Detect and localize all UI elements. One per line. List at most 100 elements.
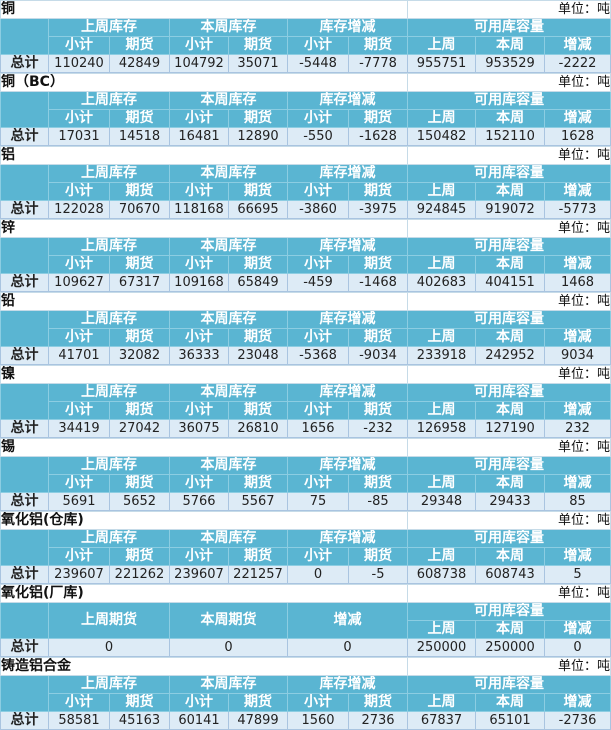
hd-row: 上周库存 本周库存 库存增减 可用库容量 bbox=[0, 529, 611, 566]
section-table: 铝单位：吨 上周库存 本周库存 库存增减 可用库容量 小计 期货 小计 期货 小计 期货 上周 本周 增减… bbox=[0, 146, 611, 219]
header-change: 库存增减 bbox=[286, 383, 409, 402]
section-table: 铜（BC） 单位：吨 上周库存 本周库存 库存增减 可用库容量 小计 期货 小计 期货 小计 期货 上周… bbox=[0, 73, 611, 146]
value-cell: 75 bbox=[287, 492, 349, 511]
subheader-subtotal: 小计 bbox=[48, 182, 110, 201]
value-cell: -9034 bbox=[347, 346, 409, 365]
subheader-subtotal: 小计 bbox=[287, 109, 349, 128]
hd-row: 上周库存 本周库存 库存增减 可用库容量 bbox=[0, 237, 611, 274]
header-last-stock: 上周库存 bbox=[48, 456, 170, 475]
total-label: 总计 bbox=[0, 711, 49, 730]
value-cell: 118168 bbox=[169, 200, 229, 219]
subheader-subtotal: 小计 bbox=[287, 182, 349, 201]
value-cell: 232 bbox=[544, 419, 611, 438]
row-row: 总计 58581 45163 60141 47899 1560 2736 67837 65101… bbox=[0, 711, 611, 730]
value-cell: -5448 bbox=[287, 54, 349, 73]
subheader-futures: 期货 bbox=[347, 36, 409, 55]
subheader-futures: 期货 bbox=[109, 109, 170, 128]
title-row: 锌单位：吨 bbox=[0, 219, 611, 238]
hd-row: 上周库存 本周库存 库存增减 可用库容量 bbox=[0, 456, 611, 493]
header-this-stock: 本周库存 bbox=[169, 237, 288, 256]
value-cell: 1656 bbox=[287, 419, 349, 438]
hd-row: 上周库存 本周库存 库存增减 可用库容量 bbox=[0, 91, 611, 128]
subheader-futures: 期货 bbox=[347, 547, 409, 566]
value-cell: -459 bbox=[287, 273, 349, 292]
hd-row: 上周库存 本周库存 库存增减 可用库容量 bbox=[0, 18, 611, 55]
section-title: 铜 bbox=[0, 0, 409, 19]
value-cell: 919072 bbox=[475, 200, 546, 219]
header-last-stock: 上周库存 bbox=[48, 237, 170, 256]
subheader-last_week: 上周 bbox=[407, 620, 477, 639]
subheader-subtotal: 小计 bbox=[48, 255, 110, 274]
value-cell: 5567 bbox=[228, 492, 288, 511]
value-cell: 239607 bbox=[169, 565, 229, 584]
section-title: 锌 bbox=[0, 219, 409, 238]
value-cell: 60141 bbox=[169, 711, 229, 730]
value-cell: 65849 bbox=[228, 273, 288, 292]
section-table: 锌单位：吨 上周库存 本周库存 库存增减 可用库容量 小计 期货 小计 期货 小计 期货 上周 本周 增减… bbox=[0, 219, 611, 292]
hd-row: 上周库存 本周库存 库存增减 可用库容量 bbox=[0, 383, 611, 420]
value-cell: -2736 bbox=[544, 711, 611, 730]
value-cell: 85 bbox=[544, 492, 611, 511]
title-row: 铅单位：吨 bbox=[0, 292, 611, 311]
value-cell: 35071 bbox=[228, 54, 288, 73]
section-title: 铅 bbox=[0, 292, 409, 311]
header-change: 库存增减 bbox=[286, 237, 409, 256]
header-delta: 增减 bbox=[286, 602, 409, 639]
header-last-stock: 上周库存 bbox=[48, 529, 170, 548]
section-table: 氧化铝(厂库) 单位：吨 上周期货 本周期货 增减 可用库容量 上周 本周 增减 总计 0 0 0 250… bbox=[0, 584, 611, 657]
subheader-this_week: 本周 bbox=[475, 547, 546, 566]
total-label: 总计 bbox=[0, 419, 49, 438]
value-cell: 66695 bbox=[228, 200, 288, 219]
header-last-stock: 上周库存 bbox=[48, 18, 170, 37]
value-cell: -1628 bbox=[347, 127, 409, 146]
value-cell: 109168 bbox=[169, 273, 229, 292]
subheader-this_week: 本周 bbox=[475, 328, 546, 347]
value-cell: 0 bbox=[544, 638, 611, 657]
corner bbox=[0, 91, 49, 128]
value-cell: 233918 bbox=[407, 346, 477, 365]
value-cell: 608743 bbox=[475, 565, 546, 584]
value-cell: 402683 bbox=[407, 273, 477, 292]
unit-label: 单位：吨 bbox=[407, 365, 611, 384]
subheader-delta: 增减 bbox=[544, 36, 611, 55]
value-cell: 250000 bbox=[475, 638, 546, 657]
value-cell: 955751 bbox=[407, 54, 477, 73]
subheader-subtotal: 小计 bbox=[169, 109, 229, 128]
total-label: 总计 bbox=[0, 346, 49, 365]
subheader-this_week: 本周 bbox=[475, 36, 546, 55]
subheader-futures: 期货 bbox=[228, 693, 288, 712]
value-cell: -1468 bbox=[347, 273, 409, 292]
subheader-futures: 期货 bbox=[347, 109, 409, 128]
corner bbox=[0, 164, 49, 201]
subheader-this_week: 本周 bbox=[475, 693, 546, 712]
value-cell: 70670 bbox=[109, 200, 170, 219]
section-table: 铸造铝合金 单位：吨 上周库存 本周库存 库存增减 可用库容量 小计 期货 小计 期货 小计 期货 上周… bbox=[0, 657, 611, 730]
subheader-futures: 期货 bbox=[228, 36, 288, 55]
row-row: 总计 5691 5652 5766 5567 75 -85 29348 29433 85 bbox=[0, 492, 611, 511]
value-cell: 150482 bbox=[407, 127, 477, 146]
subheader-futures: 期货 bbox=[228, 328, 288, 347]
subheader-futures: 期货 bbox=[228, 255, 288, 274]
hd-row: 小计 期货 小计 期货 小计 期货 上周 本周 增减 bbox=[1, 255, 611, 274]
subheader-futures: 期货 bbox=[347, 328, 409, 347]
unit-label: 单位：吨 bbox=[407, 584, 611, 603]
value-cell: 5 bbox=[544, 565, 611, 584]
corner bbox=[0, 237, 49, 274]
subheader-subtotal: 小计 bbox=[287, 693, 349, 712]
header-capacity: 可用库容量 bbox=[407, 456, 611, 475]
value-cell: 14518 bbox=[109, 127, 170, 146]
value-cell: 45163 bbox=[109, 711, 170, 730]
header-capacity: 可用库容量 bbox=[407, 237, 611, 256]
hd-row: 小计 期货 小计 期货 小计 期货 上周 本周 增减 bbox=[1, 693, 611, 712]
value-cell: 12890 bbox=[228, 127, 288, 146]
value-cell: 127190 bbox=[475, 419, 546, 438]
value-cell: 36333 bbox=[169, 346, 229, 365]
section-title: 铜（BC） bbox=[0, 73, 409, 92]
subheader-last_week: 上周 bbox=[407, 401, 477, 420]
title-row: 铝单位：吨 bbox=[0, 146, 611, 165]
subheader-futures: 期货 bbox=[109, 328, 170, 347]
value-cell: -550 bbox=[287, 127, 349, 146]
value-cell: -5773 bbox=[544, 200, 611, 219]
value-cell: 221257 bbox=[228, 565, 288, 584]
subheader-last_week: 上周 bbox=[407, 474, 477, 493]
